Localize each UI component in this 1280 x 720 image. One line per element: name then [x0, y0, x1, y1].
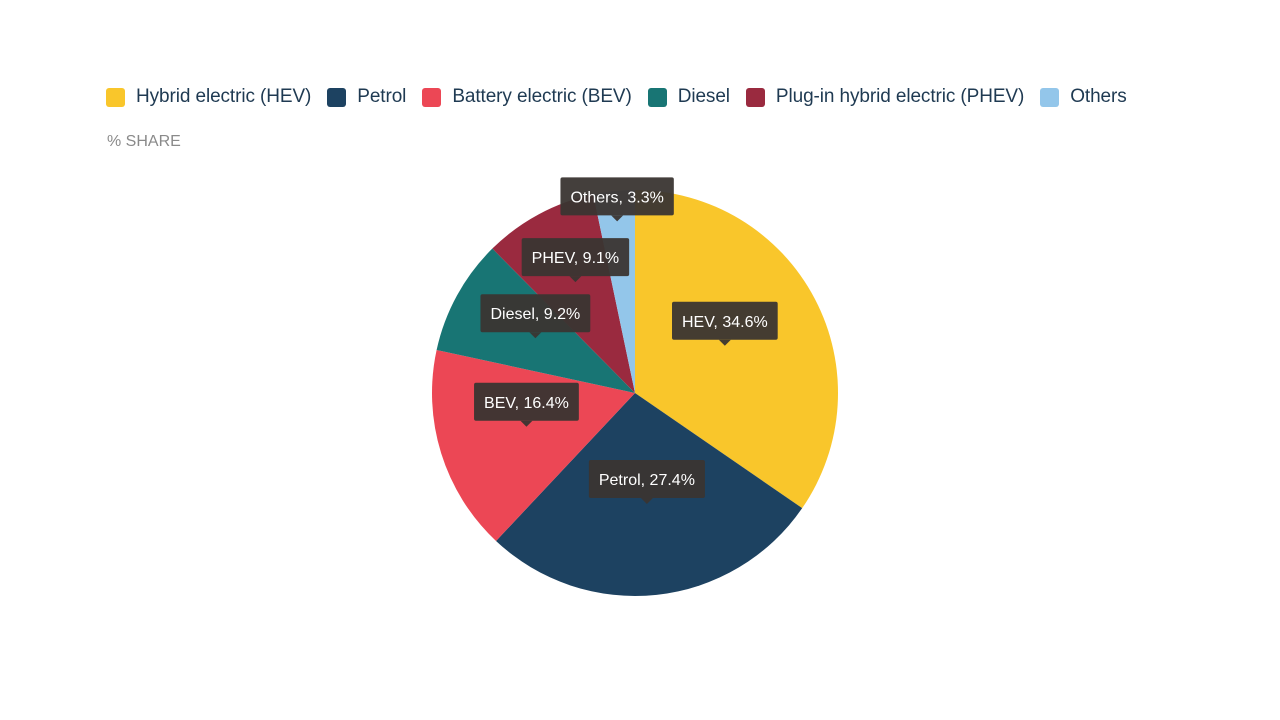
data-label-pointer-others — [611, 215, 624, 222]
legend-item-diesel[interactable]: Diesel — [647, 86, 730, 108]
legend-item-others[interactable]: Others — [1040, 86, 1127, 108]
legend-swatch-phev — [745, 87, 765, 107]
data-label-box-petrol — [588, 460, 705, 499]
legend-swatch-petrol — [327, 87, 347, 107]
data-label-diesel: Diesel, 9.2% — [480, 294, 591, 339]
legend-item-hev[interactable]: Hybrid electric (HEV) — [106, 86, 311, 108]
data-label-pointer-hev — [718, 339, 731, 346]
pie-slice-hev[interactable] — [635, 190, 839, 509]
data-label-box-hev — [672, 301, 778, 340]
legend-label-diesel: Diesel — [677, 86, 730, 107]
legend-swatch-hev — [106, 87, 125, 107]
chart-legend: Hybrid electric (HEV) Petrol Battery ele… — [106, 86, 1143, 108]
legend-swatch-bev — [422, 87, 442, 107]
data-label-box-diesel — [480, 294, 591, 333]
unit-label: % SHARE — [107, 133, 181, 150]
data-label-pointer-phev — [569, 276, 582, 283]
data-label-box-bev — [474, 382, 579, 421]
data-label-pointer-petrol — [640, 498, 653, 505]
legend-label-others: Others — [1070, 86, 1127, 107]
data-label-phev: PHEV, 9.1% — [521, 238, 630, 283]
legend-item-petrol[interactable]: Petrol — [327, 86, 406, 108]
data-label-pointer-bev — [520, 420, 533, 427]
legend-swatch-diesel — [647, 87, 667, 107]
legend-label-petrol: Petrol — [357, 86, 407, 107]
data-label-box-phev — [521, 238, 630, 277]
data-label-petrol: Petrol, 27.4% — [588, 460, 705, 505]
pie-data-labels: HEV, 34.6% Petrol, 27.4% BEV, 16.4% Diesel,… — [474, 177, 778, 505]
data-label-text-hev: HEV, 34.6% — [682, 314, 768, 331]
legend-label-phev: Plug-in hybrid electric (PHEV) — [775, 86, 1025, 107]
legend-label-hev: Hybrid electric (HEV) — [136, 86, 312, 107]
legend-swatch-others — [1040, 87, 1060, 107]
data-label-text-diesel: Diesel, 9.2% — [490, 306, 580, 323]
data-label-text-petrol: Petrol, 27.4% — [599, 472, 695, 489]
legend-label-bev: Battery electric (BEV) — [452, 86, 632, 107]
data-label-pointer-diesel — [529, 332, 542, 339]
data-label-box-others — [560, 177, 674, 216]
data-label-hev: HEV, 34.6% — [672, 301, 778, 346]
data-label-text-others: Others, 3.3% — [570, 189, 663, 206]
data-label-text-bev: BEV, 16.4% — [484, 395, 569, 412]
data-label-bev: BEV, 16.4% — [474, 382, 579, 427]
legend-item-phev[interactable]: Plug-in hybrid electric (PHEV) — [745, 86, 1025, 108]
data-label-text-phev: PHEV, 9.1% — [532, 250, 619, 267]
data-label-others: Others, 3.3% — [560, 177, 674, 222]
legend-item-bev[interactable]: Battery electric (BEV) — [422, 86, 632, 108]
